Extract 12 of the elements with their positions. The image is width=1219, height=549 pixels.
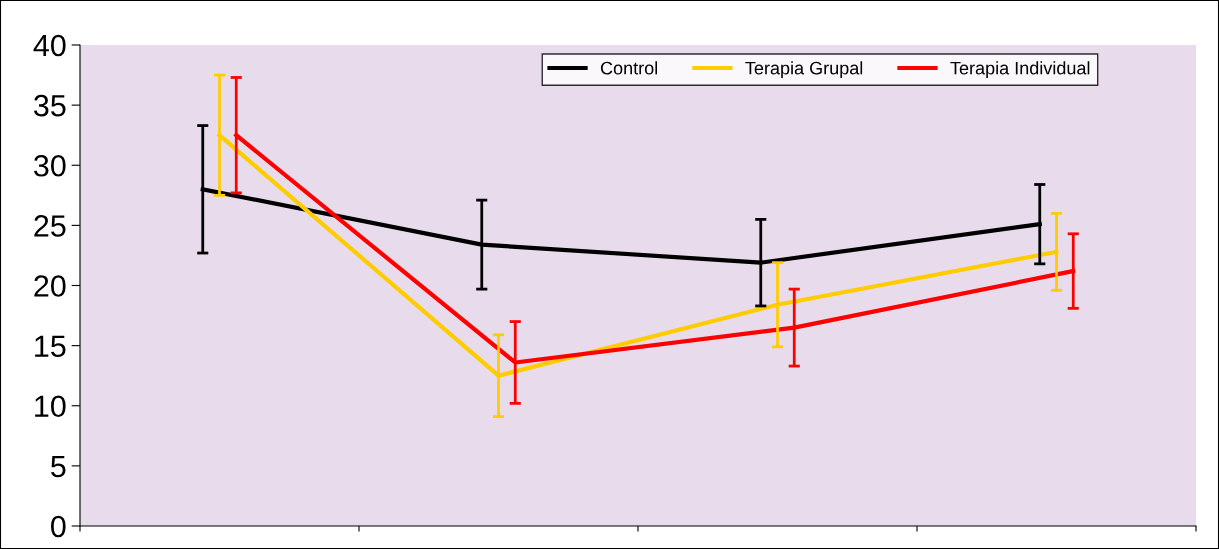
y-tick-label: 20: [34, 275, 66, 297]
y-tick-label: 10: [35, 395, 66, 418]
legend-label: Terapia Grupal: [745, 61, 863, 79]
y-tick-label: 30: [33, 154, 66, 177]
y-tick-label: 0: [51, 515, 66, 538]
y-tick-label: 35: [33, 94, 66, 117]
legend-label: Terapia Individual: [950, 61, 1090, 79]
y-tick-label: 5: [51, 455, 66, 478]
legend-label: Control: [600, 61, 658, 75]
y-tick-label: 40: [33, 34, 66, 57]
y-tick-label: 15: [35, 335, 66, 357]
y-tick-label: 25: [34, 215, 66, 237]
